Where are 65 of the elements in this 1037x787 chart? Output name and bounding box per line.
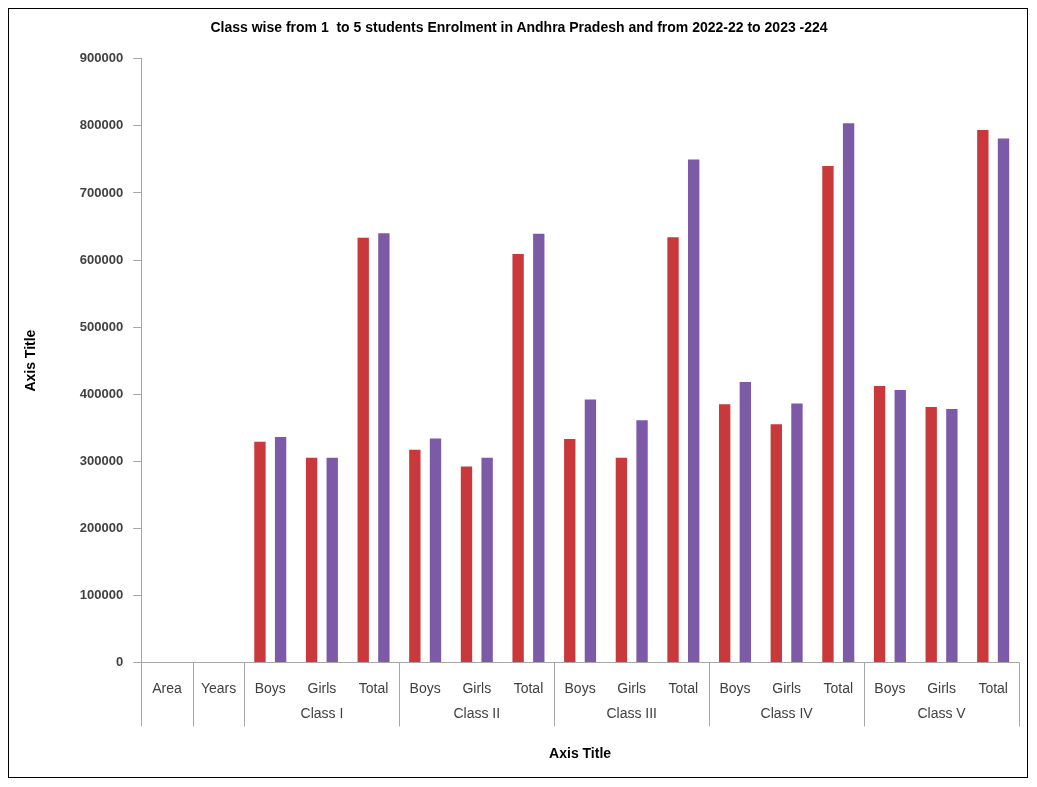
- bar: [842, 123, 855, 662]
- bar: [274, 437, 287, 662]
- x-tick-label: Area: [152, 680, 182, 697]
- x-tick-label: Total: [668, 680, 699, 697]
- bar: [718, 404, 731, 662]
- bar: [429, 438, 442, 662]
- bar: [667, 237, 679, 662]
- bar: [946, 408, 958, 662]
- x-tick-label: Girls: [927, 680, 956, 697]
- bar: [512, 253, 524, 662]
- bar: [770, 424, 782, 662]
- bar: [378, 233, 390, 662]
- y-tick-label: 900000: [79, 50, 124, 66]
- y-tick-label: 300000: [79, 452, 124, 468]
- text: Class I: [300, 705, 344, 722]
- bar: [739, 382, 752, 662]
- y-tick-label: 800000: [79, 117, 124, 133]
- y-tick-label: 500000: [79, 318, 124, 334]
- x-tick-label: Girls: [617, 680, 647, 697]
- x-tick-label: Girls: [772, 680, 802, 697]
- bar: [254, 441, 266, 662]
- x-tick-label: Years: [200, 680, 237, 697]
- bar: [305, 457, 318, 662]
- x-axis-title: Axis Title: [549, 745, 612, 762]
- text: Class II: [453, 705, 501, 722]
- bar: [357, 237, 369, 662]
- y-tick-label: 600000: [79, 251, 124, 267]
- y-tick-label: 200000: [79, 519, 124, 535]
- x-tick-label: Boys: [874, 680, 906, 697]
- bar: [409, 449, 421, 662]
- x-tick-label: Total: [823, 680, 854, 697]
- x-tick-label: Boys: [564, 680, 596, 697]
- bar: [481, 457, 493, 662]
- bar: [460, 466, 473, 662]
- x-tick-label: Total: [513, 680, 544, 697]
- y-tick-label: 700000: [79, 184, 124, 200]
- x-tick-label: Boys: [719, 680, 751, 697]
- bar: [997, 138, 1010, 662]
- bar: [564, 439, 576, 662]
- bar: [925, 406, 937, 662]
- bar: [584, 399, 597, 662]
- bar: [977, 129, 989, 662]
- bar: [822, 166, 834, 662]
- chart-title: Class wise from 1 to 5 students Enrolment in Andhra Pradesh and from 2022-22 to 2023 -224: [210, 19, 828, 36]
- y-tick-label: 400000: [79, 385, 124, 401]
- y-tick-label: 0: [115, 653, 124, 669]
- y-axis-title: Axis Title: [22, 329, 39, 392]
- bar: [326, 457, 338, 662]
- x-tick-label: Girls: [307, 680, 337, 697]
- x-tick-label: Boys: [409, 680, 441, 697]
- x-tick-label: Girls: [462, 680, 492, 697]
- y-tick-label: 100000: [79, 586, 124, 602]
- x-tick-label: Total: [358, 680, 389, 697]
- bar: [791, 403, 803, 662]
- text: Class IV: [760, 705, 814, 722]
- bar: [615, 457, 628, 662]
- bar: [688, 159, 700, 662]
- x-tick-label: Boys: [254, 680, 286, 697]
- text: Class V: [917, 705, 967, 722]
- bar: [636, 420, 648, 662]
- bar: [873, 386, 886, 662]
- bar: [533, 233, 545, 662]
- x-tick-label: Total: [978, 680, 1008, 697]
- text: Class III: [606, 705, 658, 722]
- bar: [894, 390, 906, 662]
